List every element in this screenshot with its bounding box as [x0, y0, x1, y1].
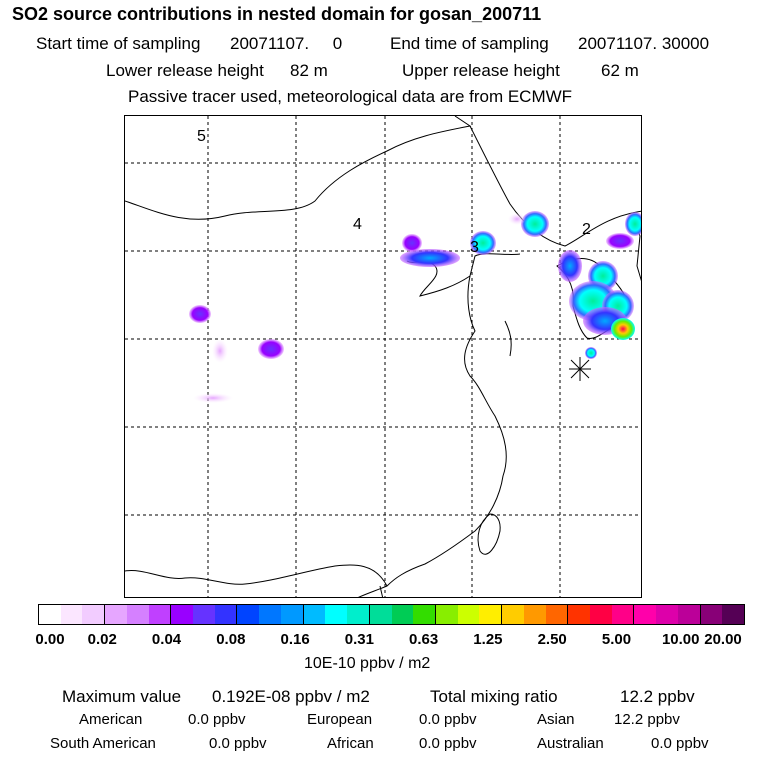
region-name: Australian [537, 735, 604, 752]
color-scale-segment [677, 605, 701, 624]
grid-lines [125, 116, 641, 597]
color-scale-segment [303, 605, 326, 624]
color-scale-segment [214, 605, 238, 624]
color-scale-segment [722, 605, 744, 624]
color-scale-segment [82, 605, 106, 624]
color-scale-segment [148, 605, 172, 624]
region-value: 0.0 ppbv [419, 735, 477, 752]
color-scale-segment [611, 605, 635, 624]
region-value: 0.0 ppbv [188, 711, 246, 728]
color-scale-segment [656, 605, 678, 624]
color-scale-unit: 10E-10 ppbv / m2 [304, 655, 431, 672]
color-scale-segment [479, 605, 503, 624]
region-name: Asian [537, 711, 575, 728]
color-scale-segment [502, 605, 524, 624]
total-mixing-value: 12.2 ppbv [620, 687, 695, 706]
region-value: 0.0 ppbv [419, 711, 477, 728]
color-scale-segment [237, 605, 260, 624]
color-scale-tick-label: 0.63 [409, 631, 439, 648]
upper-height-label: Upper release height [402, 61, 560, 80]
region-value: 0.0 ppbv [651, 735, 709, 752]
color-scale-tick-label: 20.00 [704, 631, 742, 648]
color-scale-segment [700, 605, 723, 624]
color-scale-tick-label: 0.31 [344, 631, 374, 648]
region-name: African [327, 735, 374, 752]
region-name: European [307, 711, 373, 728]
map-svg [125, 116, 641, 597]
color-scale-segment [105, 605, 127, 624]
region-name: South American [50, 735, 156, 752]
color-scale-segment [39, 605, 61, 624]
color-scale-segment [259, 605, 281, 624]
color-scale-tick-label: 2.50 [537, 631, 567, 648]
color-scale-tick-label: 0.16 [280, 631, 310, 648]
color-scale-tick-label: 10.00 [661, 631, 700, 648]
max-value-label: Maximum value [62, 687, 182, 706]
end-time-value: 20071107. 30000 [578, 34, 710, 53]
coastlines [125, 116, 641, 597]
figure-title: SO2 source contributions in nested domai… [12, 4, 542, 24]
region-label-2: 2 [582, 221, 591, 238]
color-scale-segment [280, 605, 304, 624]
upper-height-value: 62 m [601, 61, 639, 80]
start-time-value: 20071107. 0 [230, 34, 343, 53]
color-scale-segment [413, 605, 436, 624]
color-scale-segment [391, 605, 414, 624]
lower-height-label: Lower release height [106, 61, 264, 80]
color-scale-segment [523, 605, 546, 624]
color-scale-segment [347, 605, 370, 624]
color-scale-tick-label: 0.00 [35, 631, 65, 648]
lower-height-value: 82 m [290, 61, 328, 80]
color-scale-segment [171, 605, 194, 624]
region-value: 0.0 ppbv [209, 735, 267, 752]
color-scale-bar [38, 604, 745, 625]
color-scale-tick-label: 0.08 [216, 631, 246, 648]
color-scale-segment [126, 605, 149, 624]
color-scale-tick-label: 5.00 [601, 631, 632, 648]
concentration-field [189, 211, 641, 403]
color-scale-segment [369, 605, 392, 624]
color-scale-tick-label: 1.25 [473, 631, 503, 648]
color-scale-tick-label: 0.04 [151, 631, 182, 648]
max-value: 0.192E-08 ppbv / m2 [212, 687, 370, 706]
total-mixing-label: Total mixing ratio [430, 687, 558, 706]
start-time-label: Start time of sampling [36, 34, 201, 53]
region-label-5: 5 [197, 128, 206, 145]
color-scale-segment [589, 605, 612, 624]
asterisk-receptor-icon [569, 357, 591, 381]
color-scale-segment [325, 605, 348, 624]
color-scale-segment [457, 605, 480, 624]
end-time-label: End time of sampling [390, 34, 549, 53]
region-label-4: 4 [353, 216, 362, 233]
region-label-3: 3 [470, 239, 479, 256]
tracer-note: Passive tracer used, meteorological data… [128, 87, 573, 106]
color-scale-segment [634, 605, 657, 624]
color-scale-segment [545, 605, 569, 624]
color-scale-segment [193, 605, 215, 624]
color-scale-segment [60, 605, 83, 624]
color-scale-tick-label: 0.02 [87, 631, 117, 648]
color-scale-segment [568, 605, 590, 624]
region-name: American [79, 711, 143, 728]
map-panel: 5 4 3 2 [124, 115, 642, 598]
region-value: 12.2 ppbv [614, 711, 680, 728]
color-scale-segment [435, 605, 458, 624]
